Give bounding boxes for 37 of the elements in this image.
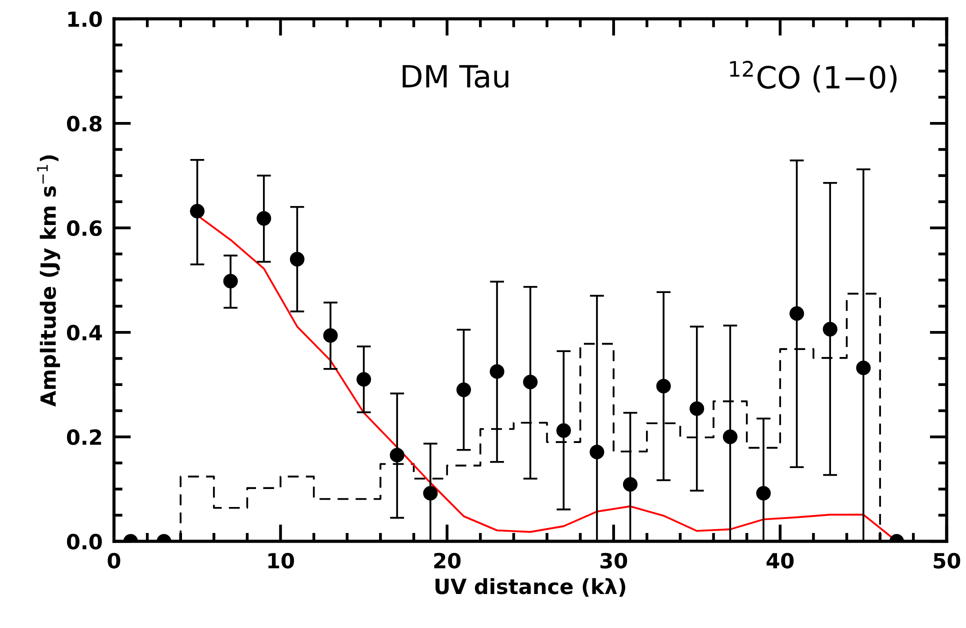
annotation: $^{12}$CO (1−0) xyxy=(730,60,897,92)
y-tick-label: 0.4 xyxy=(66,324,102,341)
y-tick-label: 0.8 xyxy=(66,116,102,132)
point xyxy=(790,306,804,321)
point xyxy=(590,444,604,460)
point xyxy=(822,322,838,336)
y-tick-label: 0.2 xyxy=(66,429,102,446)
x-tick-label: 50 xyxy=(934,552,960,569)
point xyxy=(690,401,704,416)
point xyxy=(656,378,671,394)
x-axis-title: UV distance (kλ) xyxy=(436,578,626,597)
point xyxy=(356,372,372,387)
y-tick-label: 0.0 xyxy=(66,534,102,550)
point xyxy=(323,328,338,343)
x-tick-label: 20 xyxy=(434,552,461,569)
point xyxy=(423,486,438,501)
x-tick-label: 0 xyxy=(108,552,120,569)
point xyxy=(722,430,738,444)
annotation: DM Tau xyxy=(402,65,508,88)
x-tick-label: 40 xyxy=(766,552,794,569)
point xyxy=(223,274,238,288)
point xyxy=(290,252,304,266)
point xyxy=(622,477,638,492)
y-tick-label: 1.0 xyxy=(68,11,102,28)
x-tick-label: 30 xyxy=(600,552,628,569)
point xyxy=(756,486,771,501)
y-tick-label: 0.6 xyxy=(66,220,102,236)
y-axis-title: Amplitude (Jy km s$^{−1}$) xyxy=(37,155,60,407)
point xyxy=(523,374,538,390)
point xyxy=(190,204,205,218)
point xyxy=(390,448,404,462)
point xyxy=(856,360,871,376)
point xyxy=(490,364,504,379)
point xyxy=(556,423,571,438)
x-tick-label: 10 xyxy=(268,552,294,569)
point xyxy=(256,211,272,226)
point xyxy=(456,382,471,398)
